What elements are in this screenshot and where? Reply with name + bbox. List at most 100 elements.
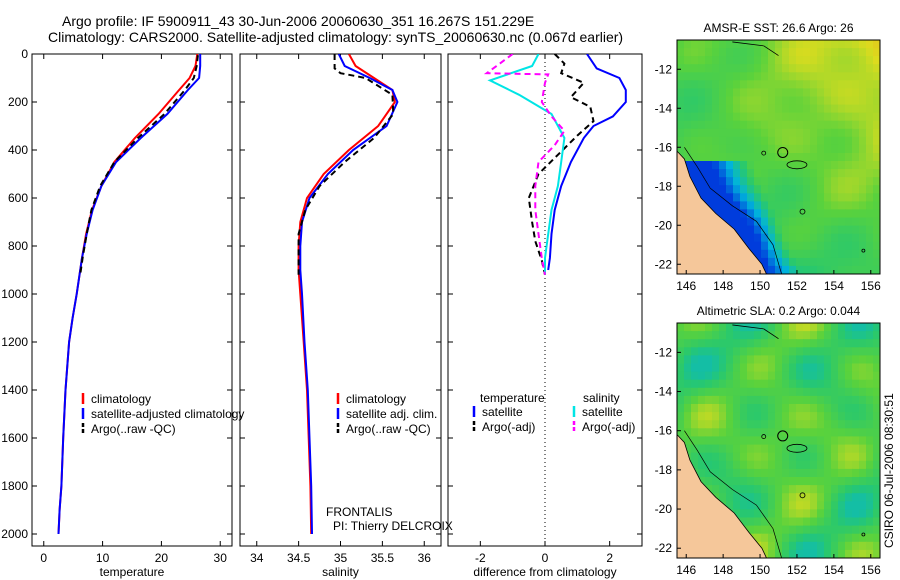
sla_map-cell bbox=[712, 485, 720, 494]
sla_map-cell bbox=[684, 387, 692, 397]
sst_map-cell bbox=[733, 169, 741, 178]
sst_map-cell bbox=[782, 120, 790, 130]
sst_map-cell bbox=[761, 56, 769, 65]
sst_map-cell bbox=[824, 56, 832, 65]
sla_map-cell bbox=[859, 525, 867, 535]
sla_map-cell bbox=[712, 395, 720, 405]
sst_map-cell bbox=[845, 72, 853, 81]
sst_map-cell bbox=[712, 96, 720, 106]
sst_map-cell bbox=[691, 72, 699, 81]
sst_map-cell bbox=[726, 217, 734, 227]
sla_map-xtick-label: 150 bbox=[750, 563, 770, 577]
sst_map-cell bbox=[810, 64, 818, 73]
sst_map-cell bbox=[873, 177, 880, 186]
sst_map-cell bbox=[740, 193, 748, 202]
sst_map-cell bbox=[873, 185, 880, 194]
sst_map-cell bbox=[768, 64, 776, 73]
sla_map-cell bbox=[719, 436, 727, 446]
sla_map-xtick-label: 152 bbox=[787, 563, 807, 577]
sst_map-cell bbox=[803, 96, 811, 106]
sla_map-cell bbox=[810, 323, 818, 332]
sst_map-cell bbox=[705, 64, 713, 73]
sla_map-cell bbox=[866, 460, 874, 470]
sst_map-cell bbox=[740, 128, 748, 138]
sst_map-cell bbox=[768, 161, 776, 170]
sla_map-cell bbox=[859, 395, 867, 405]
sst_map-cell bbox=[859, 193, 867, 202]
sst_map-cell bbox=[866, 144, 874, 154]
sst_map-cell bbox=[768, 112, 776, 122]
sla_map-cell bbox=[845, 395, 853, 405]
sla_map-cell bbox=[817, 371, 825, 381]
sst_map-cell bbox=[782, 233, 790, 243]
sla_map-cell bbox=[719, 420, 727, 429]
sla_map-cell bbox=[852, 541, 860, 551]
sla_map-cell bbox=[817, 347, 825, 356]
sla_map-cell bbox=[866, 444, 874, 454]
sst_map-cell bbox=[852, 209, 860, 219]
sla_map-cell bbox=[782, 395, 790, 405]
sla_map-cell bbox=[747, 379, 755, 389]
sst_map-cell bbox=[810, 249, 818, 259]
sla_map-cell bbox=[803, 420, 811, 429]
sla_map-cell bbox=[712, 404, 720, 413]
sst_map-cell bbox=[817, 161, 825, 170]
sla_map-cell bbox=[740, 387, 748, 397]
sst_map-cell bbox=[803, 128, 811, 138]
sst_map-cell bbox=[796, 72, 804, 81]
sla_map-cell bbox=[831, 347, 839, 356]
sla_map-cell bbox=[838, 525, 846, 535]
sla_map-cell bbox=[838, 347, 846, 356]
sst_map-cell bbox=[852, 249, 860, 259]
sla_map-cell bbox=[796, 395, 804, 405]
sst_map-cell bbox=[719, 153, 727, 162]
sst_map-cell bbox=[838, 249, 846, 259]
sst_map-cell bbox=[747, 64, 755, 73]
sst_map-cell bbox=[789, 241, 797, 251]
sla_map-cell bbox=[677, 363, 685, 373]
sla_map-cell bbox=[726, 323, 734, 332]
sla_map-cell bbox=[761, 347, 769, 356]
sst_map-cell bbox=[824, 96, 832, 106]
sla_map-cell bbox=[740, 460, 748, 470]
sla_map-cell bbox=[740, 323, 748, 332]
sla_map-cell bbox=[845, 323, 853, 332]
sla_map-cell bbox=[824, 452, 832, 462]
sst_map-cell bbox=[845, 144, 853, 154]
sst_map-cell bbox=[705, 104, 713, 114]
sst_map-cell bbox=[859, 249, 867, 259]
sla_map-cell bbox=[866, 549, 874, 558]
sla_map-cell bbox=[845, 420, 853, 429]
sla_map-cell bbox=[684, 363, 692, 373]
sla_map-cell bbox=[782, 387, 790, 397]
sst_map-cell bbox=[817, 241, 825, 251]
sla_map-cell bbox=[761, 468, 769, 478]
sst_map-cell bbox=[761, 249, 769, 259]
sla_map-cell bbox=[789, 436, 797, 446]
sla_map-cell bbox=[845, 485, 853, 494]
sla_map-cell bbox=[824, 468, 832, 478]
sst_map-cell bbox=[824, 177, 832, 186]
sla_map-cell bbox=[810, 485, 818, 494]
sst_map-cell bbox=[754, 88, 762, 98]
sst_map-cell bbox=[803, 112, 811, 122]
sla_map-cell bbox=[789, 444, 797, 454]
sla_map-cell bbox=[782, 549, 790, 558]
sla_map-cell bbox=[838, 444, 846, 454]
sla_map-cell bbox=[859, 355, 867, 365]
sst_map-cell bbox=[754, 128, 762, 138]
sst_map-cell bbox=[873, 257, 880, 267]
sla_map-cell bbox=[733, 444, 741, 454]
sst_map-cell bbox=[789, 136, 797, 146]
sla_map-cell bbox=[719, 395, 727, 405]
sla_map-cell bbox=[817, 339, 825, 348]
sst_map-cell bbox=[866, 249, 874, 259]
sla_map-cell bbox=[859, 331, 867, 340]
sla_map-cell bbox=[747, 436, 755, 446]
sst_map-cell bbox=[782, 96, 790, 106]
sst_map-cell bbox=[698, 177, 706, 186]
sla_map-cell bbox=[775, 436, 783, 446]
sla_map-cell bbox=[705, 420, 713, 429]
sst_map-cell bbox=[768, 144, 776, 154]
sst_map-cell bbox=[789, 201, 797, 211]
